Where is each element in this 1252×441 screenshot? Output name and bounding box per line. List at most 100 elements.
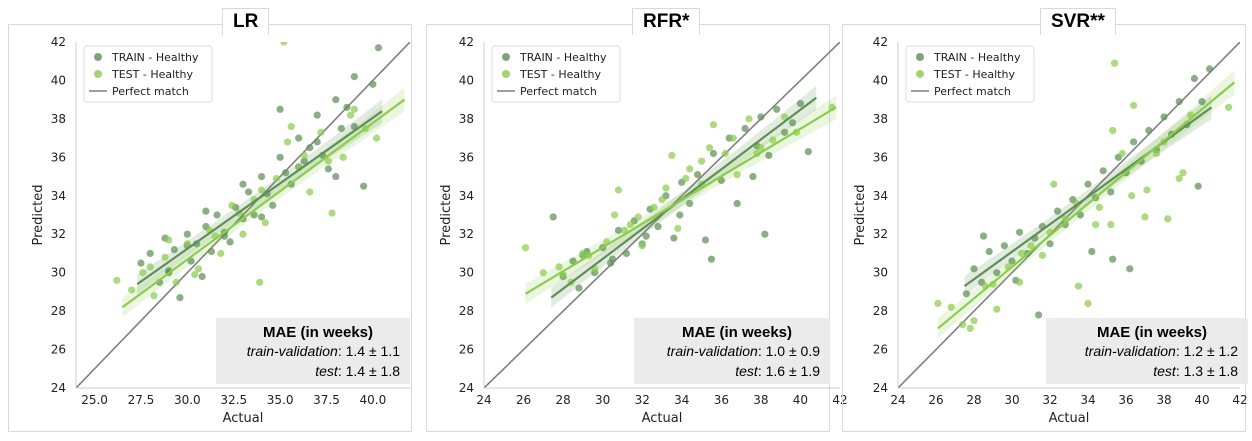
train-point bbox=[701, 236, 710, 244]
test-point bbox=[306, 188, 314, 196]
y-tick-label: 34 bbox=[459, 189, 474, 203]
y-tick-label: 28 bbox=[51, 304, 66, 318]
test-point bbox=[658, 196, 666, 204]
test-point bbox=[191, 270, 199, 279]
y-tick-label: 40 bbox=[459, 73, 474, 87]
scatter-plot-rfr: 24 26 28 30 32 34 36 38 40 42 24 26 28 30 32 34 36 38 40 42… bbox=[439, 35, 848, 426]
train-point bbox=[198, 272, 206, 281]
test-point bbox=[324, 157, 332, 165]
train-point bbox=[1046, 240, 1054, 248]
train-point bbox=[295, 134, 303, 142]
y-tick-label: 42 bbox=[51, 35, 66, 49]
train-point bbox=[1035, 311, 1043, 319]
train-point bbox=[176, 294, 184, 302]
mae-train-label: train-validation bbox=[246, 343, 338, 359]
test-point bbox=[1038, 251, 1046, 259]
x-tick-label: 35.0 bbox=[267, 393, 294, 407]
train-point bbox=[1088, 247, 1096, 256]
train-point bbox=[276, 105, 284, 113]
test-point bbox=[1143, 186, 1151, 194]
test-point bbox=[339, 153, 347, 161]
test-point bbox=[769, 136, 777, 144]
test-point bbox=[1225, 103, 1233, 111]
x-tick-label: 40.0 bbox=[360, 393, 387, 407]
train-point bbox=[1109, 255, 1117, 263]
train-point bbox=[332, 172, 340, 181]
train-point bbox=[549, 213, 557, 221]
mae-train-line: train-validation: 1.0 ± 0.9 bbox=[634, 341, 820, 361]
test-point bbox=[1050, 180, 1058, 188]
test-point bbox=[733, 171, 741, 179]
test-point bbox=[1027, 242, 1035, 250]
test-point bbox=[373, 134, 381, 142]
panel-frame bbox=[426, 24, 830, 432]
legend-train-label: TRAIN - Healthy bbox=[933, 51, 1021, 64]
test-point bbox=[614, 186, 623, 194]
test-point bbox=[721, 149, 729, 158]
panel-svr: SVR** 24 26 28 30 32 34 36 38 40 42 24 26 28 30 32 34 36… bbox=[834, 0, 1252, 441]
x-axis-label: Actual bbox=[223, 411, 264, 426]
test-point bbox=[668, 151, 676, 160]
y-tick-label: 30 bbox=[459, 266, 474, 280]
y-tick-label: 38 bbox=[51, 112, 66, 126]
chart-title: LR bbox=[222, 8, 270, 35]
test-point bbox=[1179, 169, 1187, 177]
test-point bbox=[682, 174, 690, 183]
train-point bbox=[993, 269, 1001, 277]
test-point bbox=[1130, 101, 1138, 110]
test-point bbox=[261, 219, 269, 227]
test-point bbox=[1152, 149, 1160, 158]
test-point bbox=[970, 317, 978, 325]
legend-perfect-label: Perfect match bbox=[520, 85, 597, 98]
mae-train-label: train-validation bbox=[1084, 343, 1176, 359]
legend-test-label: TEST - Healthy bbox=[111, 68, 193, 81]
x-tick-label: 42 bbox=[1232, 393, 1247, 407]
mae-test-label: test bbox=[735, 363, 758, 379]
train-point bbox=[1206, 65, 1214, 73]
test-point bbox=[610, 211, 619, 219]
mae-box: MAE (in weeks) train-validation: 1.0 ± 0… bbox=[634, 318, 830, 384]
train-point bbox=[183, 230, 191, 238]
test-point bbox=[993, 305, 1001, 313]
test-point bbox=[272, 174, 280, 183]
mae-test-value: : 1.4 ± 1.8 bbox=[337, 363, 400, 379]
train-point bbox=[765, 151, 773, 160]
train-point bbox=[300, 157, 308, 165]
plot-area: 25.0 27.5 30.0 32.5 35.0 37.5 40.0 24 26 28 30 32 34… bbox=[31, 35, 410, 426]
x-tick-label: 25.0 bbox=[81, 393, 108, 407]
test-point bbox=[705, 144, 714, 152]
y-axis-label: Predicted bbox=[853, 184, 868, 245]
test-point bbox=[128, 286, 136, 294]
perfect-match-line bbox=[898, 42, 1240, 388]
y-tick-label: 26 bbox=[459, 343, 474, 357]
y-tick-label: 42 bbox=[873, 35, 888, 49]
train-point bbox=[796, 99, 805, 108]
train-point bbox=[707, 255, 716, 263]
train-point bbox=[962, 290, 970, 298]
test-point bbox=[194, 265, 203, 273]
legend-box bbox=[905, 45, 1035, 103]
train-point bbox=[733, 199, 741, 208]
mae-train-label: train-validation bbox=[666, 343, 758, 359]
x-tick-label: 30.0 bbox=[174, 393, 201, 407]
plot-area: 24 26 28 30 32 34 36 38 40 42 24 26 28 30 32 34 36 38 40 42… bbox=[439, 35, 848, 426]
test-point bbox=[555, 263, 563, 271]
perfect-match-line bbox=[76, 42, 410, 388]
train-point bbox=[608, 255, 617, 263]
y-tick-label: 28 bbox=[873, 304, 888, 318]
x-tick-label: 38 bbox=[753, 393, 768, 407]
test-point bbox=[347, 111, 355, 119]
mae-train-value: : 1.2 ± 1.2 bbox=[1175, 343, 1238, 359]
test-point bbox=[172, 278, 180, 286]
test-point bbox=[1107, 221, 1115, 229]
y-tick-label: 24 bbox=[873, 381, 888, 395]
x-tick-label: 28 bbox=[555, 393, 570, 407]
test-point bbox=[317, 128, 325, 136]
y-tick-label: 24 bbox=[459, 381, 474, 395]
test-point bbox=[300, 151, 308, 160]
train-point bbox=[239, 180, 247, 188]
y-tick-label: 34 bbox=[873, 189, 888, 203]
train-point bbox=[614, 226, 623, 234]
mae-test-line: test: 1.4 ± 1.8 bbox=[216, 361, 400, 381]
test-fit-line bbox=[524, 106, 837, 295]
